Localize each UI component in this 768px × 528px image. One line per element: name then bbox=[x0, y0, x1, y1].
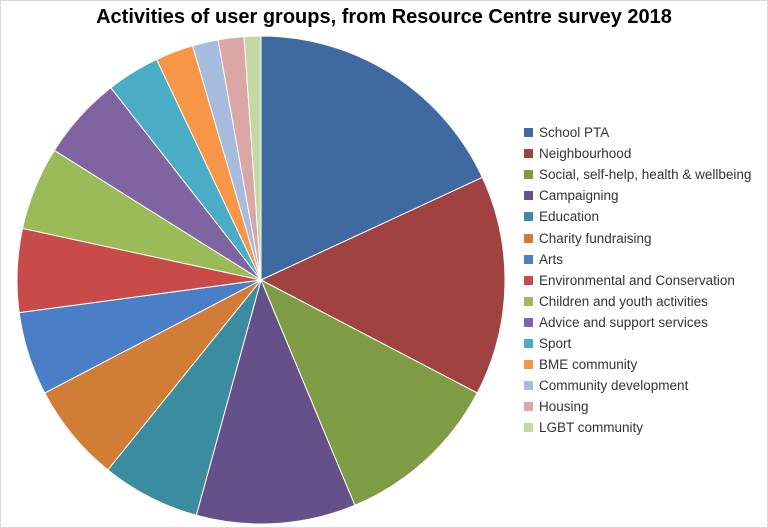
legend-swatch bbox=[524, 402, 533, 412]
legend-swatch bbox=[524, 275, 533, 285]
legend-swatch bbox=[524, 338, 533, 348]
legend-label: School PTA bbox=[539, 125, 610, 141]
legend-swatch bbox=[524, 170, 533, 180]
pie-slice-0 bbox=[260, 35, 484, 281]
legend-label: Children and youth activities bbox=[539, 293, 708, 309]
legend-item: Arts bbox=[524, 249, 764, 270]
chart-legend: School PTA Neighbourhood Social, self-help… bbox=[524, 122, 764, 438]
legend-item: Children and youth activities bbox=[524, 291, 764, 312]
legend-swatch bbox=[524, 149, 533, 159]
legend-swatch bbox=[524, 317, 533, 327]
legend-label: Charity fundraising bbox=[539, 230, 652, 246]
legend-label: Environmental and Conservation bbox=[539, 272, 735, 288]
legend-swatch bbox=[524, 360, 533, 370]
legend-label: LGBT community bbox=[539, 420, 644, 436]
legend-label: Housing bbox=[539, 399, 589, 415]
legend-item: Environmental and Conservation bbox=[524, 270, 764, 291]
pie-slice-2 bbox=[260, 278, 478, 506]
legend-item: Campaigning bbox=[524, 185, 764, 206]
legend-swatch bbox=[524, 212, 533, 222]
legend-swatch bbox=[524, 128, 533, 138]
legend-item: Charity fundraising bbox=[524, 227, 764, 248]
legend-item: Education bbox=[524, 206, 764, 227]
legend-swatch bbox=[524, 423, 533, 433]
legend-label: Arts bbox=[539, 251, 564, 267]
legend-label: Social, self-help, health & wellbeing bbox=[539, 167, 752, 183]
legend-label: Community development bbox=[539, 378, 689, 394]
legend-item: Social, self-help, health & wellbeing bbox=[524, 164, 764, 185]
legend-label: Sport bbox=[539, 335, 572, 351]
legend-label: Campaigning bbox=[539, 188, 619, 204]
legend-item: Housing bbox=[524, 396, 764, 417]
pie-slice-1 bbox=[259, 176, 506, 394]
legend-item: BME community bbox=[524, 354, 764, 375]
legend-item: Neighbourhood bbox=[524, 143, 764, 164]
chart-title: Activities of user groups, from Resource… bbox=[96, 6, 672, 28]
legend-label: Advice and support services bbox=[539, 314, 708, 330]
legend-item: Community development bbox=[524, 375, 764, 396]
pie-slices bbox=[16, 35, 506, 525]
legend-item: Advice and support services bbox=[524, 312, 764, 333]
pie-slice-14 bbox=[243, 35, 262, 281]
legend-swatch bbox=[524, 254, 533, 264]
legend-swatch bbox=[524, 191, 533, 201]
pie-slice-3 bbox=[195, 278, 356, 525]
legend-item: School PTA bbox=[524, 122, 764, 143]
legend-swatch bbox=[524, 233, 533, 243]
legend-label: BME community bbox=[539, 357, 638, 373]
legend-swatch bbox=[524, 381, 533, 391]
legend-swatch bbox=[524, 296, 533, 306]
legend-item: Sport bbox=[524, 333, 764, 354]
legend-item: LGBT community bbox=[524, 417, 764, 438]
legend-label: Education bbox=[539, 209, 600, 225]
legend-label: Neighbourhood bbox=[539, 146, 632, 162]
